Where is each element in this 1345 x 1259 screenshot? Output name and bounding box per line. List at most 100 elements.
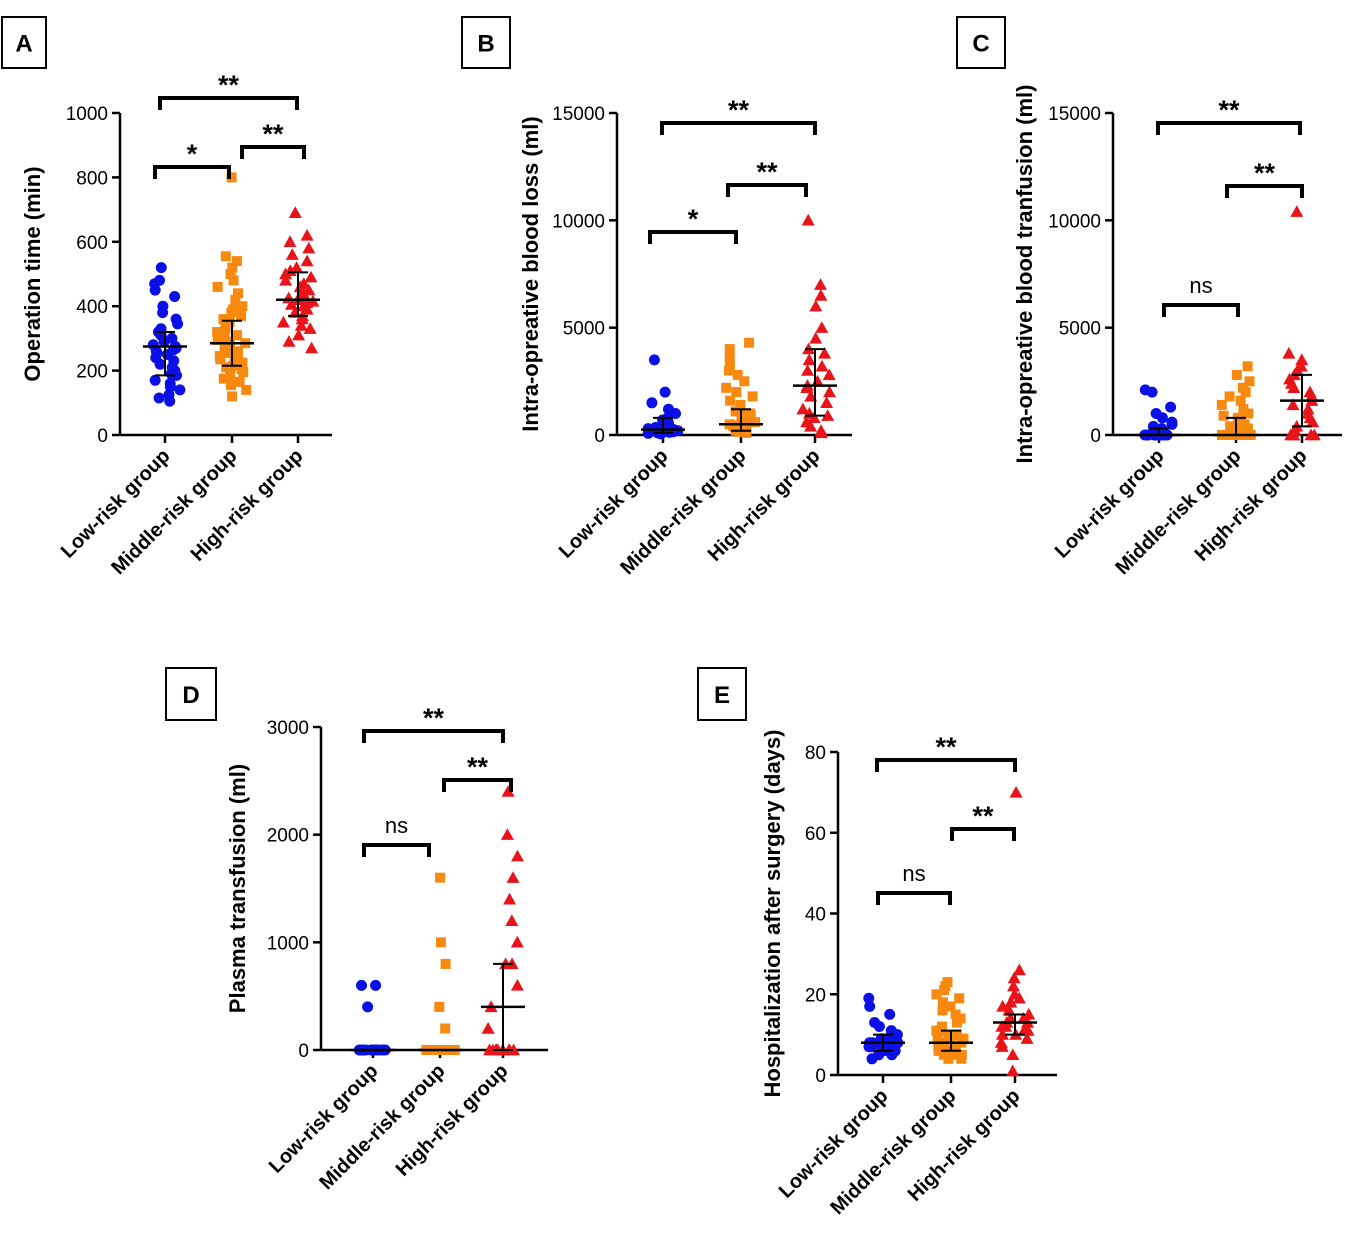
bracket-line [153,165,231,179]
bracket-line [875,758,1017,772]
data-point [725,395,736,406]
y-tick-label: 1000 [66,104,108,125]
x-tick-label: High-risk group [1191,445,1312,566]
significance-label: ** [262,119,284,149]
data-point [1017,1024,1031,1036]
data-point [434,1001,445,1012]
data-point [809,331,823,344]
data-point [724,352,735,363]
x-tick-label: Middle-risk group [826,1085,960,1219]
y-tick-label: 0 [815,1066,826,1087]
data-point [945,1001,956,1012]
x-tick-label: Middle-risk group [107,445,241,579]
data-point [954,993,965,1004]
data-point [821,409,835,421]
data-point [1006,1064,1020,1077]
data-point [1218,410,1229,421]
significance-bracket: ns [876,861,952,905]
data-point [745,408,755,419]
data-point [796,402,810,415]
significance-label: ** [756,157,778,187]
data-point [1295,353,1309,366]
significance-bracket: ** [875,732,1017,772]
data-point [801,213,815,226]
series-high-risk [793,213,837,439]
data-point [226,380,236,391]
data-point [506,871,520,883]
data-point [1002,1003,1016,1016]
data-point [801,364,815,376]
series-middle-risk [210,172,254,402]
data-point [302,283,316,296]
data-point [169,291,181,302]
data-point [147,339,159,351]
data-point [648,354,660,366]
significance-label: ** [218,70,240,100]
data-point [304,270,318,283]
data-point [297,277,311,289]
significance-bracket: * [648,204,738,244]
data-point [435,872,446,883]
data-point [154,274,165,286]
y-tick-label: 1000 [267,933,309,954]
data-point [937,997,948,1008]
significance-bracket: ** [362,703,505,743]
significance-bracket: ns [362,813,431,857]
series-low-risk [641,354,685,440]
data-point [370,979,382,991]
data-point [815,321,829,333]
y-axis-label: Intra-opreative blood tranfusion (ml) [1012,85,1037,464]
series-high-risk [276,206,320,354]
data-point [226,172,237,183]
data-point [732,369,743,380]
data-point [950,1009,961,1020]
data-point [958,1033,969,1044]
data-point [744,337,755,348]
series-high-risk [1280,205,1324,441]
data-point [724,359,735,370]
data-point [747,391,758,402]
data-point [804,389,818,402]
data-point [435,937,446,948]
y-tick-label: 0 [594,426,605,447]
bracket-line [1156,121,1302,135]
data-point [218,314,229,325]
data-point [802,353,816,366]
y-tick-label: 15000 [1048,104,1101,125]
data-point [1150,408,1162,419]
data-point [1008,987,1022,1000]
bracket-line [660,121,817,135]
series-middle-risk [418,872,462,1055]
data-point [994,1036,1008,1048]
y-tick-label: 600 [76,233,108,254]
data-point [290,261,304,273]
bracket-line [1225,184,1304,198]
data-point [362,1001,374,1013]
bracket-line [950,827,1016,841]
data-point [236,310,247,321]
data-point [503,892,517,905]
y-tick-label: 10000 [1048,211,1101,232]
series-high-risk [993,785,1037,1077]
data-point [305,341,319,354]
data-point [220,251,231,262]
significance-label: ** [972,801,994,831]
significance-bracket: ** [950,801,1016,841]
data-point [1165,401,1177,413]
significance-bracket: ** [442,752,513,792]
data-point [956,1049,967,1060]
data-point [224,336,235,347]
bracket-line [240,145,306,159]
data-point [723,365,734,376]
data-point [164,378,176,389]
data-point [739,376,750,387]
data-point [227,262,238,273]
data-point [1242,361,1253,372]
x-tick-label: High-risk group [392,1060,513,1181]
significance-bracket: ** [1156,95,1302,135]
data-point [292,328,306,341]
data-point [1009,785,1023,798]
bracket-line [442,778,513,792]
